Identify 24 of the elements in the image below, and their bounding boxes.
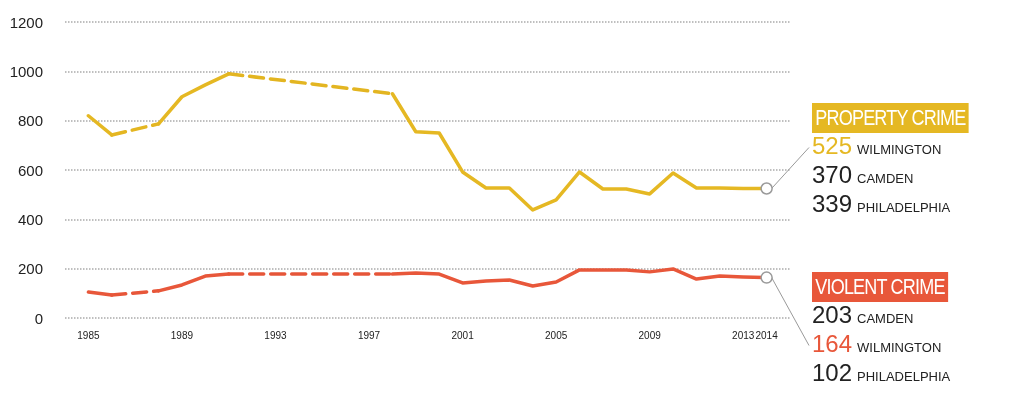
x-tick-label: 1989 <box>170 329 194 341</box>
y-tick-label: 600 <box>17 161 43 179</box>
x-tick-label: 2013 <box>732 329 755 341</box>
x-tick-label: 1985 <box>77 329 100 341</box>
y-tick-label: 1000 <box>9 62 43 80</box>
text: 370 CAMDEN <box>812 161 915 190</box>
x-tick-label: 2001 <box>451 329 475 341</box>
annotation: 525 WILMINGTON <box>812 132 943 161</box>
x-tick-label: 2005 <box>545 329 568 341</box>
x-tick-label: 1993 <box>264 329 288 341</box>
y-tick-label: 800 <box>17 112 43 130</box>
text: 203 CAMDEN <box>812 301 915 330</box>
y-tick-label: 200 <box>17 260 43 278</box>
text: PROPERTY CRIME <box>812 103 969 133</box>
y-tick-label: 1200 <box>9 13 43 31</box>
y-tick-label: 400 <box>17 210 43 228</box>
x-tick-label: 2009 <box>638 329 662 341</box>
y-tick-label: 0 <box>34 309 43 327</box>
text: 102 PHILADELPHIA <box>812 359 952 388</box>
annotation: 164 WILMINGTON <box>812 330 943 359</box>
x-tick-label: 2014 <box>755 329 779 341</box>
text: 339 PHILADELPHIA <box>812 190 952 219</box>
x-tick-label: 1997 <box>357 329 381 341</box>
series-label: VIOLENT CRIME <box>812 272 948 302</box>
